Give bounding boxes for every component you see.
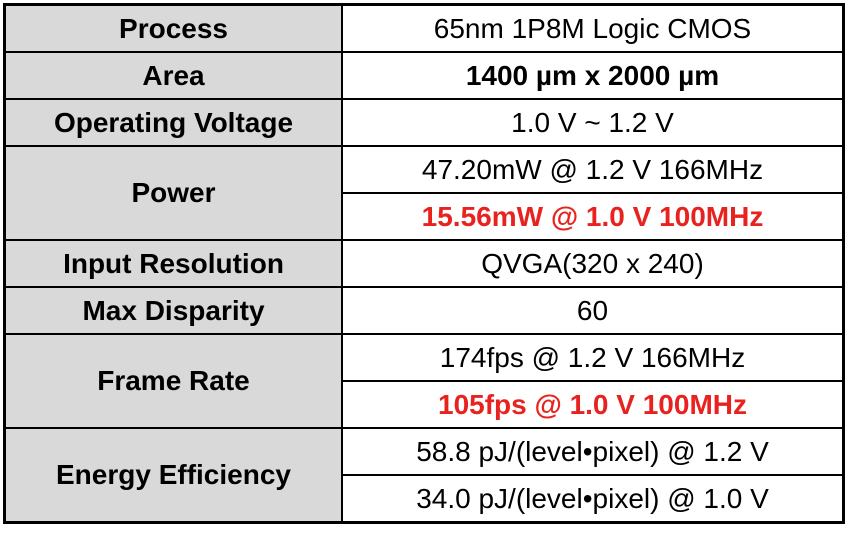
table-row: Energy Efficiency 58.8 pJ/(level•pixel) @… [3, 427, 845, 524]
row-label: Energy Efficiency [3, 427, 343, 524]
row-value: 58.8 pJ/(level•pixel) @ 1.2 V [341, 427, 845, 476]
row-label: Input Resolution [3, 239, 343, 288]
row-value: QVGA(320 x 240) [341, 239, 845, 288]
row-value: 105fps @ 1.0 V 100MHz [341, 380, 845, 429]
table-row: Max Disparity 60 [3, 286, 845, 335]
table-row: Area 1400 µm x 2000 µm [3, 51, 845, 100]
row-value: 47.20mW @ 1.2 V 166MHz [341, 145, 845, 194]
row-value: 65nm 1P8M Logic CMOS [341, 3, 845, 53]
spec-table: Process 65nm 1P8M Logic CMOS Area 1400 µm x… [3, 3, 845, 524]
table-row: Frame Rate 174fps @ 1.2 V 166MHz [3, 333, 845, 429]
row-label: Frame Rate [3, 333, 343, 429]
table-body: Process 65nm 1P8M Logic CMOS Area 1400 µm x… [3, 3, 845, 524]
table-row: Operating Voltage 1.0 V ~ 1.2 V [3, 98, 845, 147]
row-value: 34.0 pJ/(level•pixel) @ 1.0 V [341, 474, 845, 524]
row-value: 60 [341, 286, 845, 335]
row-label: Power [3, 145, 343, 241]
row-value: 1400 µm x 2000 µm [341, 51, 845, 100]
row-value: 174fps @ 1.2 V 166MHz [341, 333, 845, 382]
row-label: Max Disparity [3, 286, 343, 335]
row-value: 15.56mW @ 1.0 V 100MHz [341, 192, 845, 241]
table-row: 105fps @ 1.0 V 100MHz [5, 380, 845, 429]
row-label: Area [3, 51, 343, 100]
row-value: 1.0 V ~ 1.2 V [341, 98, 845, 147]
row-label: Process [3, 3, 343, 53]
table-row: 34.0 pJ/(level•pixel) @ 1.0 V [5, 474, 845, 524]
table-row: Input Resolution QVGA(320 x 240) [3, 239, 845, 288]
row-label: Operating Voltage [3, 98, 343, 147]
table-row: Power 47.20mW @ 1.2 V 166MHz [3, 145, 845, 241]
table-row: 15.56mW @ 1.0 V 100MHz [5, 192, 845, 241]
table-row: Process 65nm 1P8M Logic CMOS [3, 3, 845, 53]
